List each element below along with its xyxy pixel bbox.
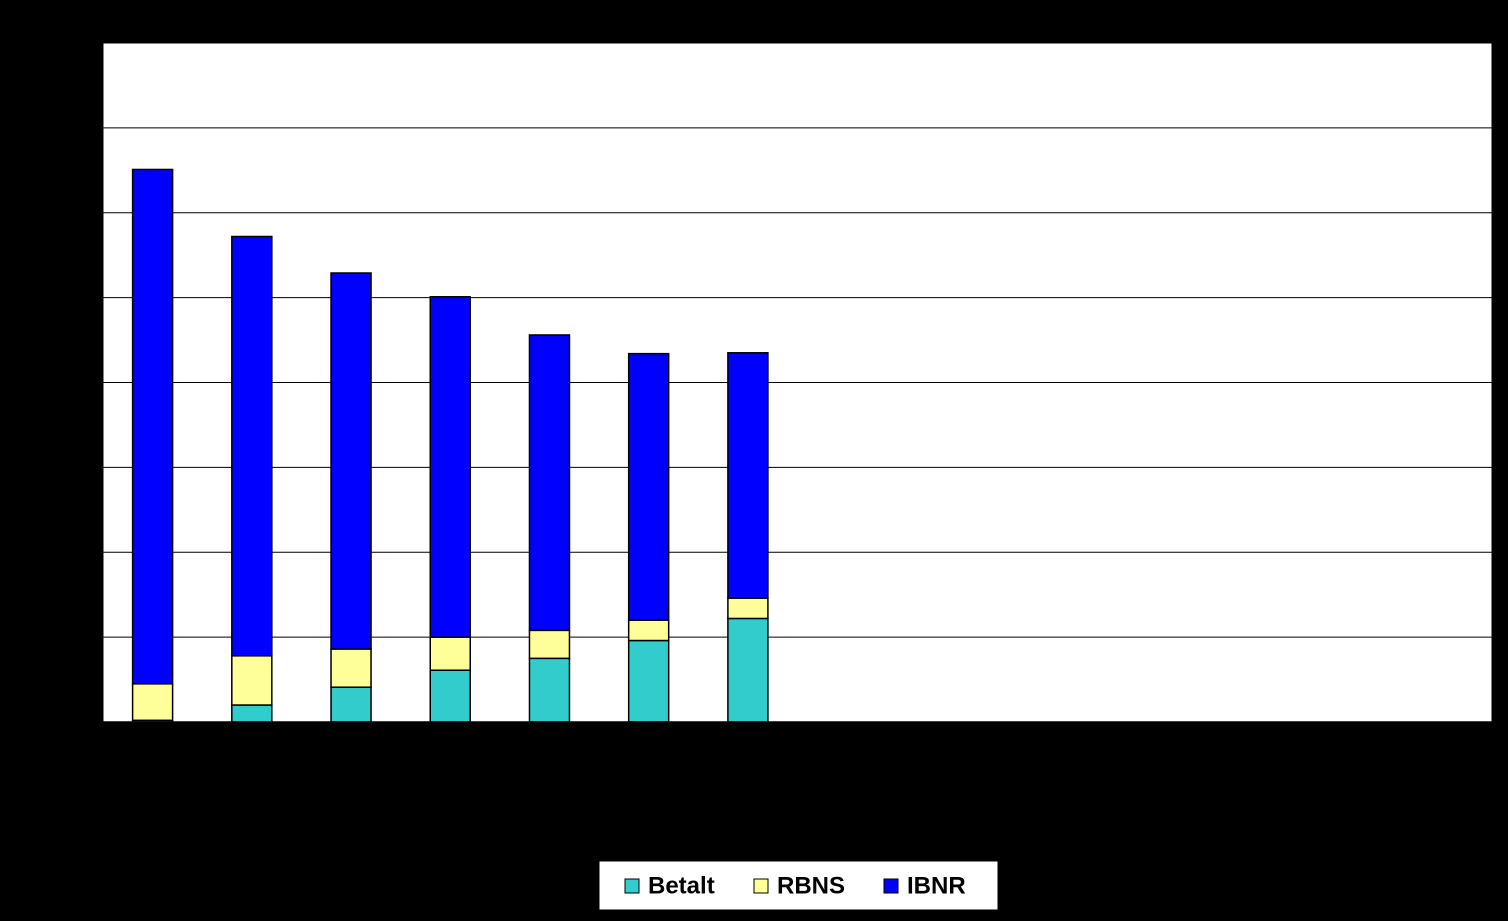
bar-segment — [231, 704, 273, 723]
bar-segment — [131, 683, 174, 722]
bar-segment — [727, 617, 769, 723]
bar-segment — [330, 686, 372, 723]
y-tick-label: 5 — [80, 283, 93, 310]
legend-swatch — [753, 878, 769, 894]
bar-segment — [429, 636, 471, 671]
legend-swatch — [624, 878, 640, 894]
legend-label: Betalt — [648, 872, 715, 899]
legend-label: IBNR — [907, 872, 966, 899]
legend-box — [598, 860, 999, 911]
bar-segment — [528, 657, 571, 723]
y-tick-label: 7 — [80, 113, 93, 140]
legend-swatch — [883, 878, 899, 894]
bar-segment — [528, 334, 571, 632]
bar-segment — [627, 639, 670, 723]
y-tick-label: 0 — [80, 707, 93, 734]
bar-segment — [231, 655, 273, 706]
y-tick-label: 2 — [80, 538, 93, 565]
y-tick-label: 4 — [80, 368, 93, 395]
bar-segment — [727, 597, 769, 620]
bar-segment — [627, 619, 670, 642]
bar-segment — [330, 272, 372, 650]
bar-segment — [231, 235, 273, 657]
bar-segment — [330, 648, 372, 688]
y-tick-label: 1 — [80, 622, 93, 649]
bar-segment — [429, 669, 471, 723]
bar-segment — [429, 296, 471, 638]
y-tick-label: 3 — [80, 453, 93, 480]
bar-segment — [627, 352, 670, 621]
bar-segment — [727, 352, 769, 599]
legend-label: RBNS — [777, 872, 845, 899]
y-tick-label: 8 — [80, 28, 93, 55]
bar-segment — [131, 168, 174, 685]
bar-segment — [528, 629, 571, 660]
y-tick-label: 6 — [80, 198, 93, 225]
